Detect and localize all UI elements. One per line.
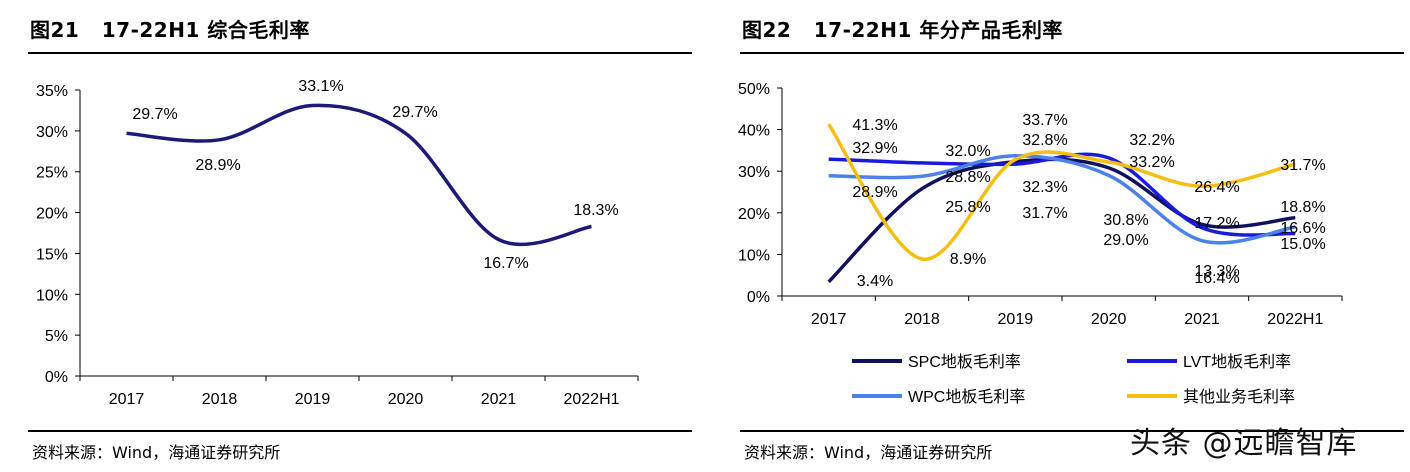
x-tick-label: 2020 — [1091, 311, 1127, 328]
data-label: 30.8% — [1103, 212, 1148, 229]
data-label: 31.7% — [1022, 205, 1067, 222]
data-label: 8.9% — [950, 251, 986, 268]
series-line-3 — [828, 154, 1296, 245]
figure-title: 17-22H1 年分产品毛利率 — [813, 18, 1063, 42]
legend-label: LVT地板毛利率 — [1183, 353, 1291, 371]
data-label: 18.8% — [1280, 199, 1325, 216]
x-tick-label: 2018 — [202, 391, 238, 408]
line-chart-gross-margin: 0% 5% 10% 15% 20% 25% 30% 35% 2017 2018 2019 2020 20… — [36, 78, 639, 408]
x-tick-label: 2020 — [388, 391, 424, 408]
chart-title: 图22 17-22H1 年分产品毛利率 — [742, 14, 1063, 43]
legend-label: 其他业务毛利率 — [1183, 388, 1295, 406]
y-tick-label: 30% — [738, 164, 770, 181]
legend-item-3: WPC地板毛利率 — [852, 388, 1025, 406]
x-tick-label: 2021 — [1184, 311, 1220, 328]
data-label: 32.0% — [945, 143, 990, 160]
y-tick-label: 0% — [45, 369, 68, 386]
y-tick-label: 40% — [738, 123, 770, 140]
source-note: 资料来源：Wind，海通证券研究所 — [744, 443, 993, 462]
series-line-4 — [827, 123, 1296, 261]
data-label: 26.4% — [1194, 179, 1239, 196]
data-label: 28.9% — [852, 184, 897, 201]
x-tick-label: 2022H1 — [1267, 311, 1323, 328]
chart-title: 图21 17-22H1 综合毛利率 — [30, 14, 310, 43]
data-label: 33.2% — [1129, 154, 1174, 171]
data-label: 32.9% — [852, 140, 897, 157]
y-tick-label: 10% — [738, 247, 770, 264]
y-tick-label: 15% — [36, 246, 68, 263]
data-label: 33.1% — [298, 78, 343, 95]
y-tick-label: 20% — [36, 206, 68, 223]
y-tick-label: 25% — [36, 165, 68, 182]
legend-label: WPC地板毛利率 — [908, 388, 1025, 406]
source-note: 资料来源：Wind，海通证券研究所 — [32, 443, 281, 462]
x-tick-label: 2022H1 — [563, 391, 619, 408]
y-tick-label: 10% — [36, 287, 68, 304]
x-tick-label: 2018 — [904, 311, 940, 328]
y-tick-label: 0% — [747, 289, 770, 306]
data-label: 32.8% — [1022, 132, 1067, 149]
x-tick-label: 2017 — [811, 311, 847, 328]
series-line-1 — [126, 103, 592, 246]
x-tick-label: 2019 — [998, 311, 1034, 328]
data-label: 25.8% — [945, 199, 990, 216]
legend-item-2: LVT地板毛利率 — [1127, 353, 1291, 371]
data-label: 28.8% — [945, 169, 990, 186]
data-label: 31.7% — [1280, 157, 1325, 174]
y-tick-label: 50% — [738, 81, 770, 98]
figure-title: 17-22H1 综合毛利率 — [101, 18, 310, 42]
watermark-text: 头条 @远瞻智库 — [1130, 426, 1358, 461]
x-tick-label: 2021 — [481, 391, 517, 408]
chart-panel-product-margin: 图22 17-22H1 年分产品毛利率 0% 10% 20% 30% 40% 50% 201… — [712, 0, 1410, 472]
legend-label: SPC地板毛利率 — [908, 353, 1021, 371]
data-label: 3.4% — [857, 273, 893, 290]
data-label: 18.3% — [573, 202, 618, 219]
data-label: 17.2% — [1194, 215, 1239, 232]
y-tick-label: 30% — [36, 124, 68, 141]
figure-label: 图22 — [742, 18, 792, 42]
legend-item-4: 其他业务毛利率 — [1127, 388, 1295, 406]
title-rule — [740, 52, 1404, 54]
data-label: 29.0% — [1103, 232, 1148, 249]
data-label: 28.9% — [195, 157, 240, 174]
y-tick-label: 20% — [738, 206, 770, 223]
data-label: 41.3% — [852, 117, 897, 134]
legend-item-1: SPC地板毛利率 — [852, 353, 1021, 371]
data-label: 29.7% — [392, 104, 437, 121]
figure-label: 图21 — [30, 18, 80, 42]
data-label: 32.3% — [1022, 179, 1067, 196]
data-label: 33.7% — [1022, 112, 1067, 129]
data-label: 16.6% — [1280, 220, 1325, 237]
y-tick-label: 35% — [36, 83, 68, 100]
x-tick-label: 2017 — [109, 391, 145, 408]
data-label: 32.2% — [1129, 132, 1174, 149]
data-label: 29.7% — [132, 106, 177, 123]
data-label: 16.4% — [1194, 270, 1239, 287]
data-label: 15.0% — [1280, 236, 1325, 253]
x-tick-label: 2019 — [295, 391, 331, 408]
footer-rule — [740, 430, 1404, 432]
y-tick-label: 5% — [45, 328, 68, 345]
data-label: 13.3% — [1194, 263, 1239, 280]
chart-panel-gross-margin: 图21 17-22H1 综合毛利率 0% 5% 10% 15% 20% 25% 30% 35%… — [0, 0, 700, 472]
footer-rule — [28, 430, 692, 432]
line-chart-product-margin: 0% 10% 20% 30% 40% 50% 2017 2018 2019 2020 2021 202… — [738, 81, 1343, 406]
data-label: 16.7% — [483, 255, 528, 272]
title-rule — [28, 52, 692, 54]
